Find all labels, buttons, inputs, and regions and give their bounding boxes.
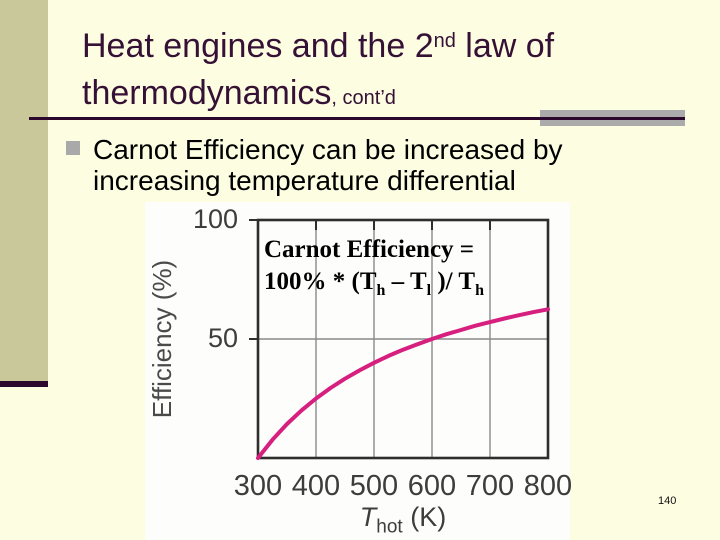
- bullet-square-icon: [66, 141, 80, 155]
- x-tick-label: 400: [291, 470, 341, 502]
- x-tick-label: 700: [465, 470, 515, 502]
- x-tick-label: 800: [523, 470, 573, 502]
- left-accent-bar: [0, 0, 48, 381]
- formula-annotation: Carnot Efficiency = 100% * (Th – Tl )/ T…: [264, 234, 534, 307]
- title-contd: , cont’d: [331, 87, 396, 109]
- title-rule: [29, 117, 685, 120]
- x-tick-label: 500: [349, 470, 399, 502]
- efficiency-curve: [256, 307, 550, 460]
- left-accent-bar-underline: [0, 381, 48, 387]
- title-superscript: nd: [433, 30, 456, 52]
- page-number: 140: [658, 495, 677, 507]
- efficiency-chart: [249, 218, 550, 460]
- x-tick-label: 300: [233, 470, 283, 502]
- title-line1: Heat engines and the 2nd law of: [82, 27, 555, 65]
- slide-title: Heat engines and the 2nd law of thermody…: [82, 18, 682, 122]
- x-tick-label: 600: [407, 470, 457, 502]
- y-tick-label-100: 100: [192, 204, 238, 234]
- title-line2: thermodynamics, cont’d: [82, 74, 396, 112]
- bullet-line2: increasing temperature differential: [93, 165, 516, 196]
- chart-panel: Efficiency (%) 100 50 300 400 500 600 700 800…: [145, 202, 573, 540]
- bullet-line1: Carnot Efficiency can be increased by: [93, 134, 563, 165]
- bullet-text: Carnot Efficiency can be increased by in…: [93, 134, 613, 196]
- formula-line1: Carnot Efficiency =: [264, 236, 475, 263]
- x-axis-label: Thot (K): [359, 502, 447, 538]
- y-tick-label-50: 50: [207, 323, 238, 353]
- formula-line2: 100% * (Th – Tl )/ Th: [264, 268, 484, 299]
